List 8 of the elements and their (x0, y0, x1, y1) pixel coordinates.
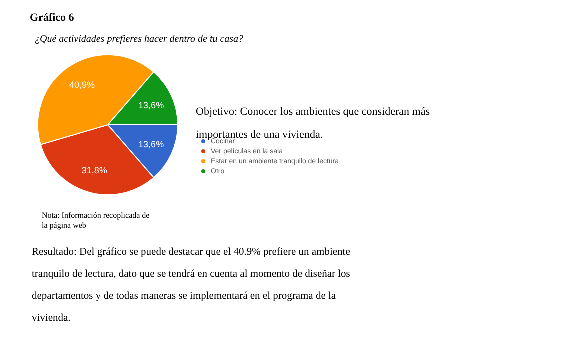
chart-title: Gráfico 6 (30, 12, 75, 24)
data-label: 13,6% (138, 100, 164, 110)
chart-subtitle: ¿Qué actividades prefieres hacer dentro de tu casa? (35, 34, 244, 45)
data-label: 40,9% (70, 80, 96, 90)
data-label: 13,6% (138, 140, 164, 150)
text: Resultado: Del gráfico se puede destacar que el 40.9% prefiere un ambiente tranquilo de lectura, dato que se tendrá en cuenta al momento de diseñar los departamentos y de todas maneras se implementará en el programa de la vivienda. (32, 247, 351, 324)
text: Nota: Información recoplicada de la página web (42, 211, 150, 230)
data-label: 31,8% (82, 166, 108, 176)
